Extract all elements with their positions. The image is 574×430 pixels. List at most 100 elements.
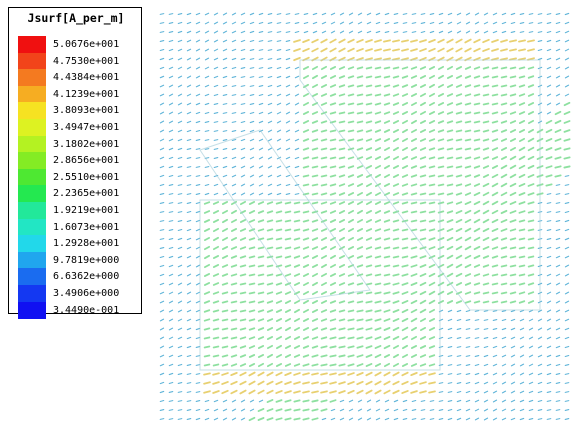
current-vector-arrow	[465, 390, 471, 394]
legend-swatch	[18, 102, 46, 120]
current-vector-arrow	[221, 255, 229, 259]
current-vector-arrow	[213, 121, 219, 123]
current-vector-arrow	[159, 418, 165, 420]
current-vector-arrow	[447, 400, 453, 402]
current-vector-arrow	[411, 22, 417, 24]
current-vector-arrow	[465, 399, 471, 403]
current-vector-arrow	[392, 300, 400, 304]
current-vector-arrow	[329, 84, 337, 88]
surface-current-vector-plot[interactable]	[140, 0, 574, 430]
current-vector-arrow	[347, 66, 355, 70]
current-vector-arrow	[177, 228, 183, 232]
current-vector-arrow	[275, 408, 283, 412]
current-vector-arrow	[383, 327, 391, 331]
current-vector-arrow	[177, 147, 183, 151]
current-vector-arrow	[564, 391, 570, 393]
current-vector-arrow	[492, 336, 498, 340]
current-vector-arrow	[320, 183, 328, 187]
current-vector-arrow	[500, 200, 508, 206]
current-vector-arrow	[383, 164, 391, 170]
current-vector-arrow	[284, 335, 292, 341]
current-vector-arrow	[230, 336, 238, 340]
current-vector-arrow	[519, 408, 525, 412]
current-vector-arrow	[213, 183, 219, 187]
current-vector-arrow	[258, 174, 264, 178]
current-vector-arrow	[374, 291, 382, 295]
current-vector-arrow	[159, 220, 165, 222]
current-vector-arrow	[168, 48, 174, 52]
current-vector-arrow	[294, 75, 300, 79]
current-vector-arrow	[168, 363, 174, 367]
current-vector-arrow	[374, 111, 382, 115]
current-vector-arrow	[482, 218, 490, 224]
current-vector-arrow	[501, 381, 507, 385]
current-vector-arrow	[320, 38, 328, 44]
current-vector-arrow	[320, 192, 328, 196]
current-vector-arrow	[231, 39, 237, 43]
current-vector-arrow	[356, 318, 364, 322]
current-vector-arrow	[312, 30, 318, 34]
current-vector-arrow	[482, 48, 490, 52]
current-vector-arrow	[186, 57, 192, 61]
current-vector-arrow	[177, 102, 183, 106]
current-vector-arrow	[555, 400, 561, 402]
current-vector-arrow	[177, 400, 183, 402]
current-vector-arrow	[491, 264, 499, 268]
current-vector-arrow	[213, 66, 219, 70]
current-vector-arrow	[509, 219, 517, 223]
current-vector-arrow	[222, 417, 228, 421]
current-vector-arrow	[465, 364, 471, 366]
current-vector-arrow	[428, 47, 436, 53]
current-vector-arrow	[348, 12, 354, 16]
current-vector-arrow	[509, 300, 517, 304]
current-vector-arrow	[545, 147, 553, 151]
current-vector-arrow	[555, 75, 561, 79]
current-vector-arrow	[329, 245, 337, 251]
current-vector-arrow	[320, 309, 328, 313]
current-vector-arrow	[275, 417, 283, 421]
current-vector-arrow	[258, 147, 264, 151]
current-vector-arrow	[329, 183, 337, 187]
current-vector-arrow	[528, 390, 534, 394]
current-vector-arrow	[293, 381, 301, 385]
current-vector-arrow	[329, 111, 337, 115]
current-vector-arrow	[329, 165, 337, 169]
current-vector-arrow	[284, 300, 292, 304]
current-vector-arrow	[419, 255, 427, 259]
current-vector-arrow	[204, 75, 210, 79]
current-vector-arrow	[240, 94, 246, 96]
current-vector-arrow	[563, 156, 571, 160]
current-vector-arrow	[509, 182, 517, 188]
current-vector-arrow	[338, 174, 346, 178]
vector-field-canvas	[159, 12, 571, 422]
current-vector-arrow	[501, 318, 507, 322]
current-vector-arrow	[509, 173, 517, 179]
current-vector-arrow	[384, 417, 390, 421]
current-vector-arrow	[258, 156, 264, 160]
current-vector-arrow	[537, 57, 543, 61]
current-vector-arrow	[338, 38, 346, 44]
current-vector-arrow	[293, 48, 301, 52]
current-vector-arrow	[411, 409, 417, 411]
current-vector-arrow	[473, 174, 481, 178]
current-vector-arrow	[248, 380, 256, 386]
current-vector-arrow	[186, 255, 192, 259]
current-vector-arrow	[392, 380, 400, 386]
current-vector-arrow	[401, 335, 409, 341]
current-vector-arrow	[276, 138, 282, 142]
current-vector-arrow	[392, 39, 400, 43]
current-vector-arrow	[383, 228, 391, 232]
current-vector-arrow	[401, 48, 409, 52]
current-vector-arrow	[267, 156, 273, 160]
current-vector-arrow	[365, 345, 373, 349]
current-vector-arrow	[545, 165, 553, 169]
current-vector-arrow	[383, 318, 391, 322]
current-vector-arrow	[267, 22, 273, 24]
current-vector-arrow	[320, 327, 328, 331]
current-vector-arrow	[428, 120, 436, 124]
current-vector-arrow	[302, 290, 310, 296]
current-vector-arrow	[177, 166, 183, 168]
current-vector-arrow	[213, 417, 219, 421]
current-vector-arrow	[276, 93, 282, 97]
current-vector-arrow	[249, 39, 255, 43]
